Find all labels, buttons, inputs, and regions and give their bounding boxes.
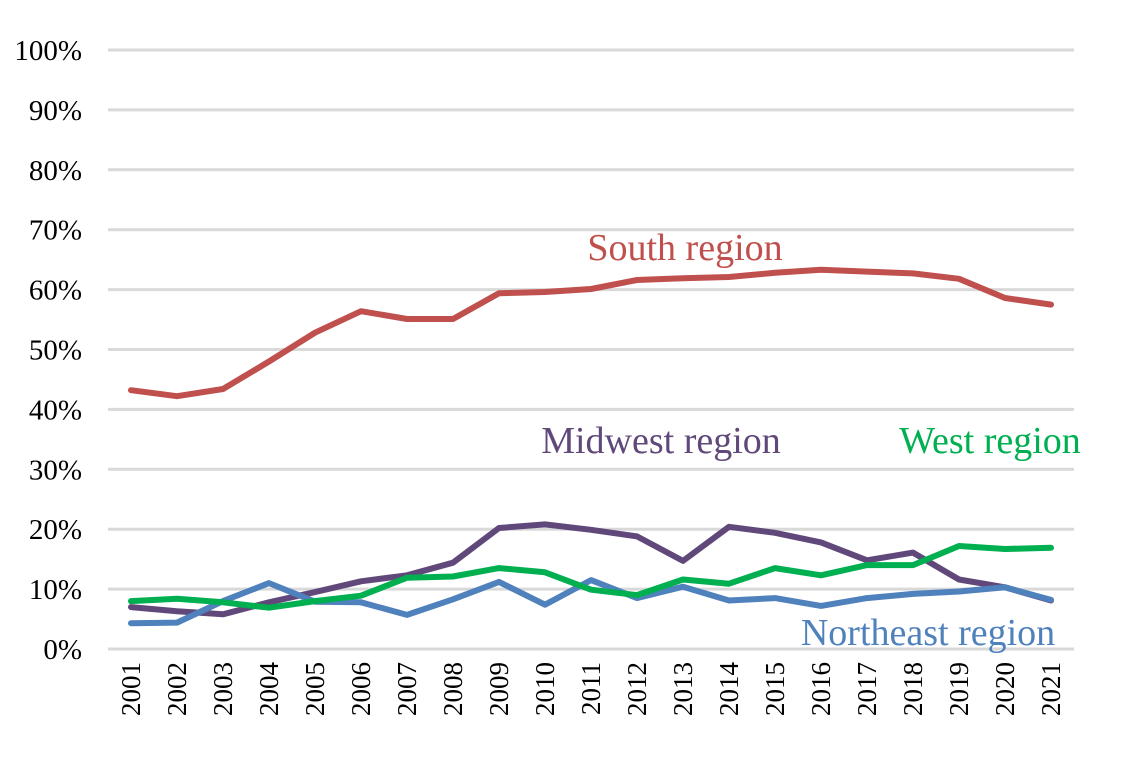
x-tick-label: 2009 <box>484 662 514 716</box>
y-tick-label: 70% <box>29 215 82 247</box>
y-tick-label: 0% <box>43 634 82 666</box>
y-tick-label: 90% <box>29 95 82 127</box>
x-tick-label: 2014 <box>714 662 744 717</box>
x-tick-label: 2003 <box>208 662 238 716</box>
x-tick-label: 2015 <box>760 662 790 716</box>
series-label-northeast: Northeast region <box>801 612 1055 654</box>
x-axis-ticks: 2001 2002 2003 2004 2005 2006 2007 2008 2009 2010… <box>116 662 1066 717</box>
series-line-south <box>128 266 1054 400</box>
y-tick-label: 80% <box>29 155 82 187</box>
y-tick-label: 60% <box>29 275 82 307</box>
x-tick-label: 2019 <box>944 662 974 716</box>
y-tick-label: 50% <box>29 335 82 367</box>
y-axis-ticks: 0% 10% 20% 30% 40% 50% 60% 70% 80% 90% 100% <box>14 35 82 666</box>
series-line-midwest <box>128 521 1054 618</box>
x-tick-label: 2021 <box>1036 662 1066 716</box>
x-tick-label: 2012 <box>622 662 652 716</box>
x-tick-label: 2018 <box>898 662 928 716</box>
x-tick-label: 2001 <box>116 662 146 716</box>
x-tick-label: 2011 <box>576 662 606 715</box>
y-tick-label: 20% <box>29 514 82 546</box>
x-tick-label: 2017 <box>852 662 882 716</box>
series-line-northeast <box>128 577 1054 627</box>
x-tick-label: 2010 <box>530 662 560 716</box>
x-tick-label: 2005 <box>300 662 330 716</box>
x-tick-label: 2008 <box>438 662 468 716</box>
y-tick-label: 100% <box>14 35 82 67</box>
x-tick-label: 2002 <box>162 662 192 716</box>
series-label-midwest: Midwest region <box>541 420 781 462</box>
series-lines <box>128 266 1054 627</box>
x-tick-label: 2006 <box>346 662 376 716</box>
y-tick-label: 30% <box>29 454 82 486</box>
x-tick-label: 2020 <box>990 662 1020 716</box>
y-tick-label: 40% <box>29 394 82 426</box>
gridlines <box>108 48 1074 651</box>
series-label-south: South region <box>587 227 782 269</box>
x-tick-label: 2016 <box>806 662 836 716</box>
series-label-west: West region <box>899 420 1081 462</box>
y-tick-label: 10% <box>29 574 82 606</box>
x-tick-label: 2004 <box>254 662 284 717</box>
series-line-west <box>128 543 1054 611</box>
x-tick-label: 2007 <box>392 662 422 716</box>
x-tick-label: 2013 <box>668 662 698 716</box>
